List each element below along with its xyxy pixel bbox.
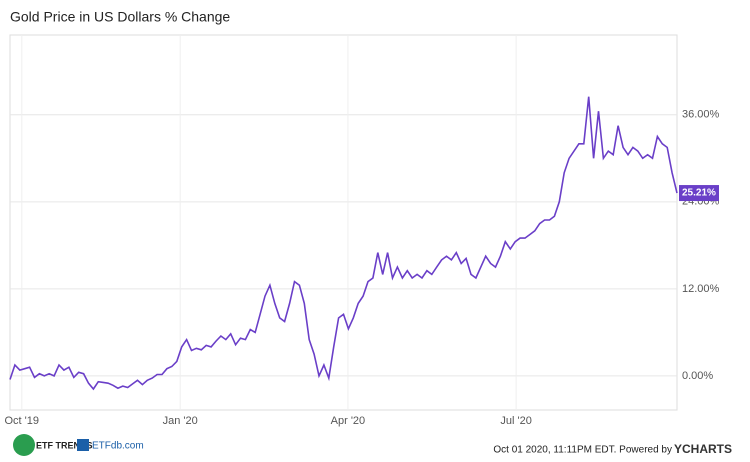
line (9, 96, 678, 391)
logo-icon (77, 439, 89, 451)
logo-icon (13, 434, 35, 456)
x-tick-label: Jul '20 (500, 415, 531, 427)
chart-title: Gold Price in US Dollars % Change (10, 9, 230, 25)
logo-text: ETF TRENDS (36, 440, 93, 450)
logo-text: ETFdb.com (92, 441, 144, 452)
y-tick-label: 0.00% (682, 370, 713, 382)
brand: YCHARTS (674, 442, 732, 456)
timestamp: Oct 01 2020, 11:11PM EDT. Powered by (493, 445, 672, 456)
end-label-box (679, 185, 719, 202)
x-tick-label: Apr '20 (331, 415, 366, 427)
y-tick-label: 12.00% (682, 283, 720, 295)
x-tick-label: Jan '20 (163, 415, 198, 427)
x-tick-label: Oct '19 (5, 415, 40, 427)
plot-frame (9, 34, 678, 411)
y-tick-label: 36.00% (682, 109, 720, 121)
end-label: 25.21% (682, 188, 716, 199)
